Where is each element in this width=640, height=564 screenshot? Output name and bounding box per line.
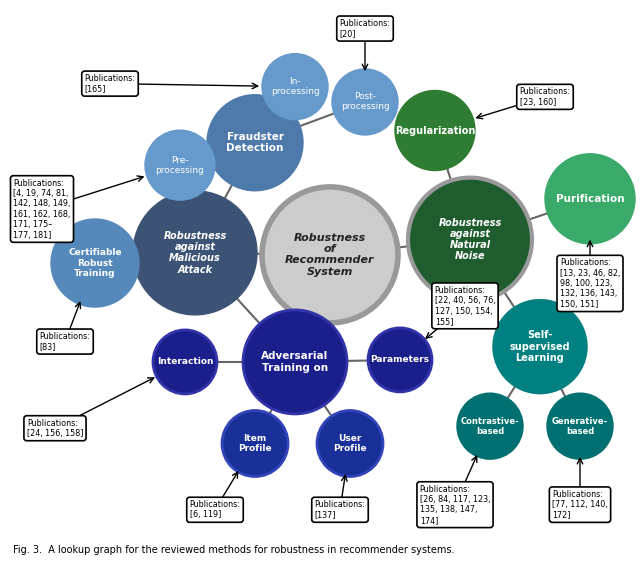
Text: Pre-
processing: Pre- processing [156, 156, 204, 175]
Text: Publications:
[22, 40, 56, 76,
127, 150, 154,
155]: Publications: [22, 40, 56, 76, 127, 150,… [435, 286, 495, 326]
Text: Publications:
[83]: Publications: [83] [40, 332, 90, 351]
Text: Purification: Purification [556, 194, 624, 204]
Ellipse shape [262, 187, 398, 323]
Text: User
Profile: User Profile [333, 434, 367, 453]
Text: Publications:
[24, 156, 158]: Publications: [24, 156, 158] [27, 418, 83, 438]
Text: Post-
processing: Post- processing [340, 92, 389, 112]
Text: Item
Profile: Item Profile [238, 434, 272, 453]
Text: Publications:
[20]: Publications: [20] [340, 19, 390, 38]
Ellipse shape [133, 191, 257, 315]
Text: Publications:
[23, 160]: Publications: [23, 160] [520, 87, 570, 107]
Ellipse shape [207, 95, 303, 191]
Ellipse shape [457, 393, 523, 459]
Text: Generative-
based: Generative- based [552, 417, 608, 436]
Text: In-
processing: In- processing [271, 77, 319, 96]
Ellipse shape [408, 178, 532, 302]
Ellipse shape [368, 328, 432, 392]
Ellipse shape [395, 90, 475, 170]
Ellipse shape [547, 393, 613, 459]
Text: Regularization: Regularization [395, 126, 475, 135]
Text: Certifiable
Robust
Training: Certifiable Robust Training [68, 249, 122, 277]
Ellipse shape [262, 54, 328, 120]
Text: Publications:
[4, 19, 74, 81,
142, 148, 149,
161, 162, 168,
171, 175–
177, 181]: Publications: [4, 19, 74, 81, 142, 148, … [13, 178, 70, 240]
Text: Adversarial
Training on: Adversarial Training on [261, 351, 328, 373]
Text: Robustness
against
Malicious
Attack: Robustness against Malicious Attack [163, 231, 227, 275]
Ellipse shape [222, 411, 288, 477]
Text: Publications:
[165]: Publications: [165] [84, 74, 136, 93]
Ellipse shape [545, 154, 635, 244]
Text: Robustness
against
Natural
Noise: Robustness against Natural Noise [438, 218, 502, 261]
Text: Interaction: Interaction [157, 358, 213, 367]
Text: Parameters: Parameters [371, 355, 429, 364]
Text: Publications:
[77, 112, 140,
172]: Publications: [77, 112, 140, 172] [552, 490, 608, 519]
Text: Publications:
[13, 23, 46, 82,
98, 100, 123,
132, 136, 143,
150, 151]: Publications: [13, 23, 46, 82, 98, 100, … [560, 258, 620, 309]
Ellipse shape [51, 219, 139, 307]
Ellipse shape [153, 330, 217, 394]
Ellipse shape [317, 411, 383, 477]
Text: Publications:
[26, 84, 117, 123,
135, 138, 147,
174]: Publications: [26, 84, 117, 123, 135, 13… [420, 484, 490, 525]
Ellipse shape [145, 130, 215, 200]
Ellipse shape [493, 299, 587, 394]
Text: Contrastive-
based: Contrastive- based [461, 417, 520, 436]
Text: Self-
supervised
Learning: Self- supervised Learning [509, 331, 570, 363]
Text: Publications:
[137]: Publications: [137] [315, 500, 365, 519]
Ellipse shape [243, 310, 347, 414]
Text: Fig. 3.  A lookup graph for the reviewed methods for robustness in recommender s: Fig. 3. A lookup graph for the reviewed … [13, 545, 454, 555]
Text: Publications:
[6, 119]: Publications: [6, 119] [189, 500, 241, 519]
Text: Robustness
of
Recommender
System: Robustness of Recommender System [285, 233, 375, 277]
Ellipse shape [332, 69, 398, 135]
Text: Fraudster
Detection: Fraudster Detection [227, 132, 284, 153]
